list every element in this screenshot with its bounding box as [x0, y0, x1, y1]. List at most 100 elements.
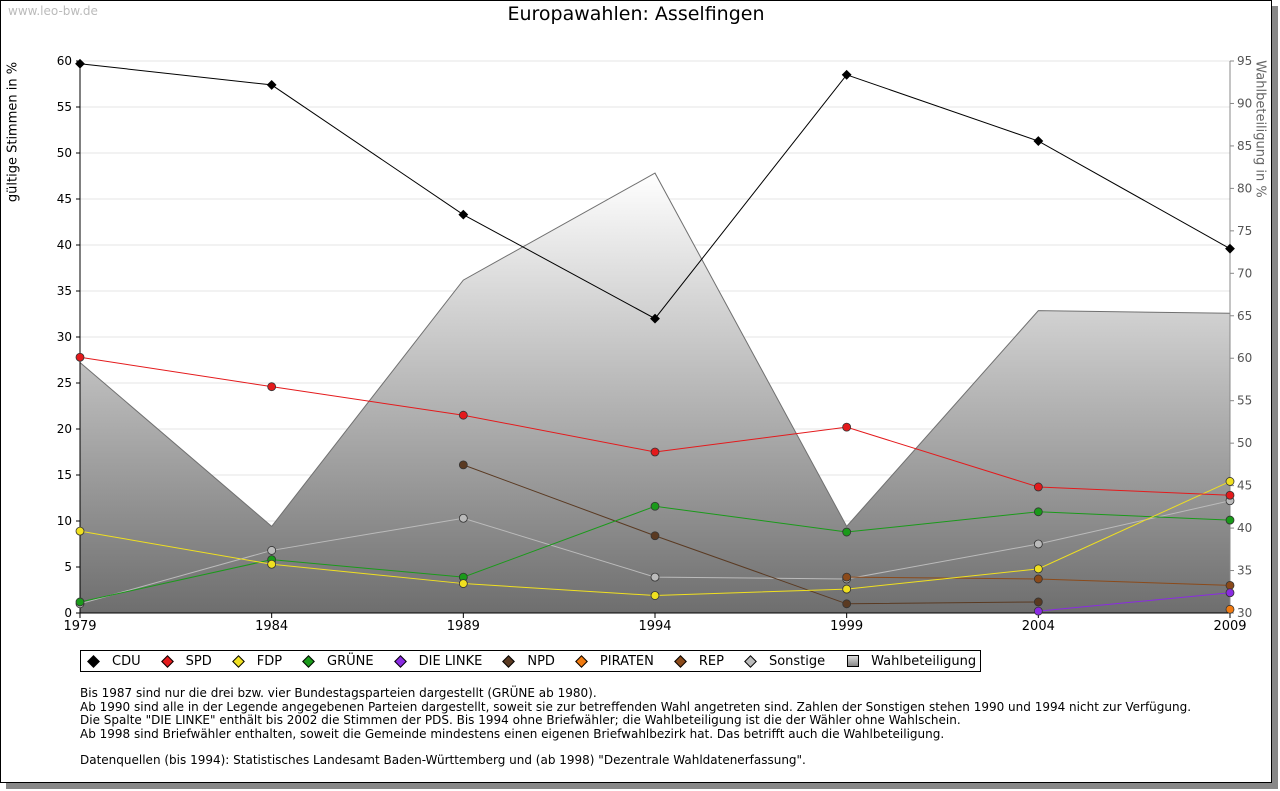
data-point-grüne [650, 501, 660, 511]
x-tick-label: 1999 [830, 619, 863, 634]
data-point-cdu [650, 313, 660, 324]
data-point-cdu [1033, 136, 1044, 146]
data-point-sonstige [267, 546, 277, 555]
data-point-rep [1033, 574, 1043, 584]
y-tick-label-right: 60 [1237, 351, 1252, 365]
x-tick-label: 1979 [63, 619, 96, 634]
data-point-spd [842, 422, 852, 432]
frame-shadow-right [1272, 6, 1278, 789]
data-point-npd [842, 599, 852, 609]
y-tick-label-left: 60 [57, 54, 72, 68]
data-point-spd [1033, 482, 1043, 492]
data-point-npd [1033, 597, 1043, 607]
data-point-fdp [1033, 564, 1043, 574]
y-tick-label-left: 40 [57, 238, 72, 252]
legend-marker [575, 654, 588, 668]
note-line: Die Spalte "DIE LINKE" enthält bis 2002 … [80, 713, 961, 727]
watermark: www.leo-bw.de [8, 4, 98, 18]
legend-marker [744, 654, 757, 668]
note-line: Ab 1998 sind Briefwähler enthalten, sowe… [80, 726, 945, 741]
legend-marker [302, 654, 315, 668]
y-tick-label-right: 70 [1237, 266, 1252, 280]
axes: 0 5 10 15 20 25 30 35 40 45 50 55 60 30 35 40 45 50 55 60 65… [57, 54, 1253, 634]
data-point-npd [458, 460, 468, 470]
data-point-cdu [841, 69, 852, 80]
x-tick-label: 2004 [1022, 619, 1055, 634]
y-tick-label-right: 95 [1237, 54, 1252, 68]
data-point-fdp [267, 559, 277, 569]
data-point-rep [1225, 581, 1235, 590]
y-tick-label-left: 20 [57, 422, 72, 436]
legend-marker [502, 654, 516, 668]
series-markers [75, 58, 1235, 616]
y-tick-label-right: 50 [1237, 436, 1252, 450]
legend-item: DIE LINKE [393, 654, 482, 669]
legend-label: FDP [256, 653, 283, 669]
data-point-sonstige [650, 572, 660, 582]
turnout-area-fill [80, 173, 1230, 614]
y-tick-label-left: 30 [57, 330, 72, 344]
turnout-area [79, 172, 1231, 614]
y-tick-label-left: 15 [57, 468, 72, 482]
note-line: Bis 1987 sind nur die drei bzw. vier Bun… [80, 686, 597, 700]
legend-item: GRÜNE [302, 653, 374, 669]
data-point-spd [650, 447, 660, 457]
data-point-fdp [650, 591, 660, 600]
data-point-sonstige [1033, 539, 1043, 549]
legend-swatch [847, 655, 860, 667]
legend: CDU SPD FDP GRÜNE DIE LINKE NPD PIRATEN REP Sons… [80, 650, 982, 672]
y-tick-label-right: 45 [1237, 479, 1252, 493]
y-tick-label-right: 85 [1237, 139, 1252, 153]
legend-label: PIRATEN [599, 653, 654, 669]
legend-label: Wahlbeteiligung [871, 653, 977, 669]
data-point-grüne [75, 597, 85, 607]
data-point-spd [1225, 490, 1235, 500]
data-point-grüne [1033, 507, 1043, 517]
data-point-spd [267, 382, 277, 392]
y-tick-label-right: 65 [1237, 309, 1252, 323]
legend-label: CDU [112, 653, 141, 669]
x-tick-label: 1989 [447, 619, 480, 634]
legend-item: PIRATEN [575, 653, 654, 669]
legend-item: REP [674, 653, 724, 669]
series-line-die-linke [1038, 592, 1231, 612]
legend-marker [674, 654, 687, 668]
y-tick-label-left: 35 [57, 284, 72, 298]
legend-label: REP [698, 653, 724, 669]
frame-shadow-bottom [6, 783, 1278, 789]
data-point-grüne [842, 527, 852, 537]
legend-marker [87, 654, 100, 668]
y-tick-label-right: 75 [1237, 224, 1252, 238]
y-tick-label-left: 0 [64, 606, 72, 620]
legend-item: SPD [160, 653, 212, 669]
series-line-npd [463, 464, 1039, 605]
data-point-cdu [458, 209, 469, 220]
data-point-cdu [266, 80, 277, 90]
data-point-grüne [1225, 515, 1235, 525]
legend-marker [231, 654, 245, 668]
data-point-die-linke [1225, 588, 1235, 598]
y-tick-label-left: 45 [57, 192, 72, 206]
data-point-sonstige [458, 513, 468, 523]
data-point-fdp [1225, 477, 1235, 486]
y-tick-label-left: 25 [57, 376, 72, 390]
legend-label: GRÜNE [327, 653, 374, 669]
legend-marker [160, 654, 174, 668]
y-tick-label-right: 90 [1237, 96, 1252, 110]
y-tick-label-left: 55 [57, 100, 72, 114]
legend-marker [393, 654, 407, 668]
legend-label: NPD [527, 653, 555, 669]
y-tick-label-left: 50 [57, 146, 72, 160]
data-point-fdp [75, 526, 85, 536]
y-tick-label-left: 10 [57, 514, 72, 528]
legend-label: SPD [185, 653, 212, 669]
data-point-spd [458, 410, 468, 420]
turnout-area-outline [79, 172, 1231, 528]
data-point-die-linke [1033, 606, 1043, 616]
legend-item: Sonstige [744, 654, 825, 669]
y-tick-label-right: 35 [1237, 564, 1252, 578]
x-tick-label: 2009 [1213, 619, 1246, 634]
data-point-npd [650, 531, 660, 541]
y-tick-label-right: 80 [1237, 181, 1252, 195]
notes: Bis 1987 sind nur die drei bzw. vier Bun… [80, 686, 1191, 768]
